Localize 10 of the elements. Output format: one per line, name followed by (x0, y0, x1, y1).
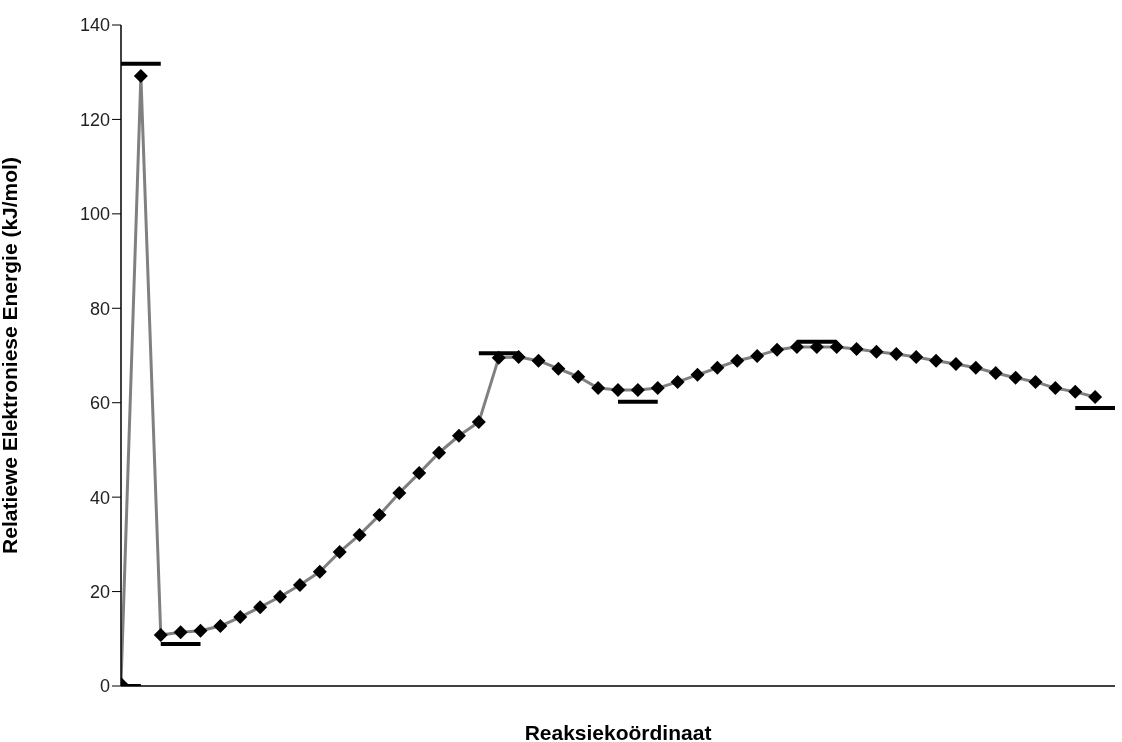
y-tick-label: 0 (99, 676, 110, 697)
y-tick-label: 140 (79, 15, 110, 36)
y-tick-label: 120 (79, 109, 110, 130)
x-axis-title: Reaksiekoördinaat (524, 721, 712, 742)
y-tick-label: 100 (79, 204, 110, 225)
y-axis-title: Relatiewe Elektroniese Energie (kJ/mol) (0, 157, 22, 554)
y-tick-label: 40 (89, 487, 110, 508)
y-tick-label: 60 (89, 393, 110, 414)
y-tick-label: 20 (89, 581, 110, 602)
y-tick-label: 80 (89, 298, 110, 319)
